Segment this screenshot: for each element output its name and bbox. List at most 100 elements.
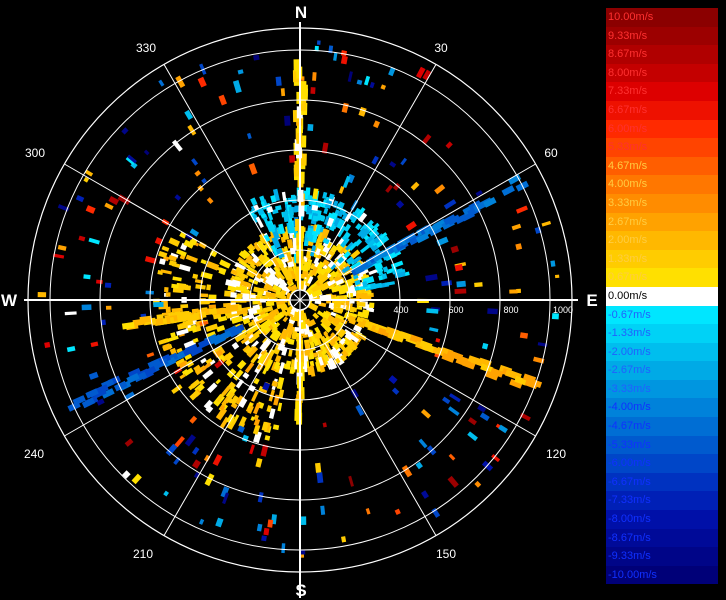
echo-cell: [301, 270, 309, 278]
echo-cell: [328, 333, 340, 344]
azimuth-label: 150: [436, 547, 456, 561]
echo-cell: [242, 249, 251, 258]
echo-cell: [165, 292, 171, 297]
azimuth-labels: 30 60 120 150 210 240 300 330: [24, 41, 566, 561]
echo-cell: [285, 336, 291, 344]
range-label: 1000: [553, 305, 573, 315]
echo-cell: [171, 139, 183, 152]
echo-cell: [310, 266, 318, 276]
echo-cell: [191, 308, 199, 314]
echo-cell: [281, 231, 290, 241]
echo-cell: [242, 293, 250, 300]
echo-cell: [276, 300, 286, 306]
echo-cell: [171, 384, 183, 394]
echo-cell: [381, 273, 388, 280]
echo-cell: [230, 292, 237, 298]
legend-swatch: [606, 379, 718, 399]
echo-cell: [350, 249, 361, 259]
echo-cell: [226, 396, 233, 404]
legend-entry: -10.00m/s: [606, 565, 718, 585]
echo-cell: [189, 415, 198, 424]
echo-cell: [66, 346, 76, 353]
echo-cell: [418, 438, 428, 449]
legend-label: 3.33m/s: [608, 196, 648, 209]
echo-cell: [263, 243, 269, 250]
legend-swatch: [606, 305, 718, 325]
echo-cell: [279, 289, 287, 297]
legend-label: 1.33m/s: [608, 252, 648, 265]
echo-cell: [100, 319, 106, 326]
echo-cell: [410, 181, 420, 191]
echo-cell: [392, 182, 401, 191]
echo-cell: [219, 259, 231, 269]
echo-cell: [240, 336, 250, 345]
azimuth-spoke: [163, 64, 276, 257]
legend-entry: 1.33m/s: [606, 249, 718, 269]
echo-cell: [449, 393, 461, 403]
echo-cell: [261, 535, 267, 542]
legend-label: -2.67m/s: [608, 364, 651, 377]
echo-cell: [272, 284, 282, 293]
echo-cell: [203, 454, 211, 462]
echo-cell: [250, 197, 258, 206]
echo-cell: [353, 274, 359, 280]
echo-cell: [121, 321, 135, 330]
legend-swatch: [606, 249, 718, 269]
legend-entry: -5.33m/s: [606, 435, 718, 455]
echo-cell: [448, 406, 460, 417]
echo-cell: [231, 342, 240, 350]
legend-label: 6.00m/s: [608, 122, 648, 135]
echo-cell: [276, 376, 285, 390]
echo-cell: [208, 304, 217, 309]
azimuth-label: 60: [544, 146, 558, 160]
echo-cell: [467, 431, 478, 442]
echo-cell: [320, 228, 330, 242]
range-label: 400: [393, 305, 408, 315]
echo-cell: [336, 225, 346, 238]
echo-cell: [316, 261, 325, 271]
echo-cell: [158, 338, 169, 345]
echo-cell: [456, 280, 466, 288]
echo-cell: [454, 288, 467, 295]
echo-cell: [384, 281, 396, 287]
echo-cell: [250, 416, 255, 422]
azimuth-spoke: [163, 343, 276, 536]
echo-cell: [264, 358, 274, 372]
echo-cell: [153, 301, 164, 308]
legend-swatch: [606, 342, 718, 362]
echo-cell: [320, 505, 326, 515]
echo-cell: [268, 408, 276, 419]
echo-cell: [328, 193, 335, 200]
echo-cell: [415, 66, 426, 79]
echo-cell: [388, 67, 396, 77]
echo-cell: [337, 244, 348, 255]
echo-cell: [289, 155, 296, 163]
echo-cell: [322, 422, 327, 428]
echo-cell: [261, 421, 269, 432]
echo-cell: [162, 357, 177, 368]
legend-swatch: [606, 491, 718, 511]
echo-cell: [360, 229, 371, 240]
legend-label: -6.67m/s: [608, 475, 651, 488]
legend-label: -10.00m/s: [608, 568, 657, 581]
echo-cell: [284, 115, 291, 126]
legend-swatch: [606, 398, 718, 418]
echo-cell: [369, 302, 375, 308]
echo-cell: [158, 250, 168, 259]
echo-cell: [225, 279, 238, 288]
echo-cell: [479, 412, 490, 422]
echo-cell: [265, 277, 276, 287]
echo-cell: [335, 313, 345, 321]
echo-cell: [447, 214, 461, 226]
echo-cell: [278, 389, 285, 399]
legend-entry: -6.67m/s: [606, 472, 718, 492]
echo-cell: [481, 342, 489, 350]
echo-cell: [104, 282, 112, 288]
echo-cell: [317, 350, 324, 359]
echo-cell: [395, 200, 405, 209]
echo-cell: [262, 338, 272, 349]
echo-cell: [158, 79, 165, 87]
echo-cell: [352, 340, 360, 347]
echo-cell: [225, 358, 233, 367]
echo-cell: [302, 355, 309, 362]
